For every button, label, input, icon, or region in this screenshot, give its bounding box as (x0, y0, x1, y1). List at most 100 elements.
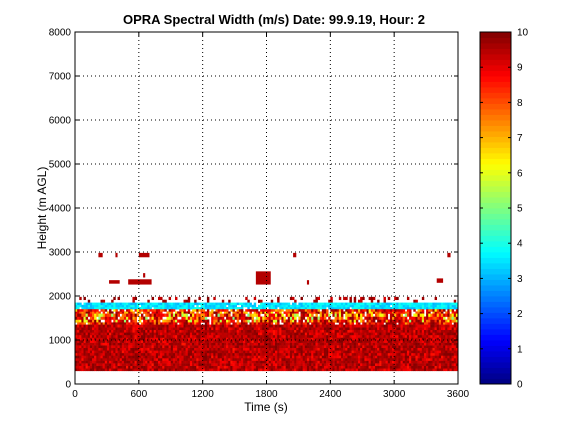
heatmap-cell (434, 322, 438, 325)
heatmap-cell (379, 355, 382, 359)
heatmap-cell (430, 363, 433, 366)
heatmap-cell (240, 313, 244, 317)
heatmap-cell (379, 332, 382, 336)
heatmap-cell (136, 340, 140, 343)
heatmap-cell (111, 347, 114, 351)
heatmap-cell (138, 307, 142, 310)
heatmap-cell (360, 365, 363, 369)
heatmap-cell (411, 319, 414, 323)
heatmap-cell (360, 304, 363, 308)
heatmap-cell (436, 347, 440, 351)
heatmap-cell (453, 340, 457, 343)
heatmap-cell (98, 304, 101, 308)
heatmap-cell (315, 334, 318, 338)
heatmap-cell (306, 365, 310, 369)
heatmap-cell (417, 307, 420, 310)
heatmap-cell (287, 345, 291, 348)
heatmap-patch (115, 252, 118, 258)
heatmap-cell (219, 365, 223, 369)
heatmap-cell (100, 350, 103, 354)
heatmap-cell (143, 363, 146, 366)
heatmap-cell (355, 352, 359, 356)
heatmap-cell (89, 368, 93, 372)
heatmap-cell (349, 340, 352, 343)
heatmap-cell (123, 340, 127, 343)
heatmap-cell (128, 332, 131, 336)
heatmap-cell (398, 327, 401, 331)
heatmap-cell (130, 352, 133, 356)
heatmap-cell (228, 332, 231, 336)
heatmap-cell (147, 363, 150, 366)
heatmap-cell (192, 352, 195, 356)
heatmap-cell (279, 309, 282, 312)
heatmap-cell (415, 322, 418, 325)
heatmap-cell (77, 357, 80, 361)
heatmap-cell (313, 329, 316, 333)
heatmap-cell (75, 311, 78, 314)
heatmap-cell (92, 329, 95, 333)
heatmap-cell (392, 307, 395, 310)
heatmap-cell (79, 296, 82, 301)
heatmap-cell (172, 316, 176, 320)
heatmap-cell (177, 307, 180, 310)
heatmap-cell (160, 355, 163, 359)
heatmap-cell (145, 337, 148, 341)
heatmap-cell (134, 329, 138, 333)
heatmap-cell (75, 365, 78, 369)
heatmap-patch (143, 273, 146, 278)
heatmap-cell (370, 365, 374, 369)
heatmap-cell (255, 322, 259, 325)
heatmap-cell (143, 345, 146, 348)
heatmap-cell (117, 360, 120, 364)
heatmap-cell (134, 365, 138, 369)
heatmap-cell (355, 340, 359, 343)
heatmap-cell (253, 345, 257, 348)
heatmap-cell (204, 342, 208, 346)
heatmap-cell (300, 345, 303, 348)
heatmap-cell (430, 332, 433, 336)
heatmap-cell (392, 360, 395, 364)
heatmap-cell (102, 342, 106, 346)
heatmap-cell (436, 340, 440, 343)
heatmap-cell (277, 347, 280, 351)
heatmap-cell (187, 302, 191, 306)
heatmap-cell (113, 319, 116, 323)
heatmap-cell (149, 345, 152, 348)
heatmap-cell (304, 322, 308, 325)
heatmap-cell (177, 360, 180, 364)
heatmap-cell (283, 350, 286, 354)
heatmap-cell (260, 319, 263, 323)
heatmap-cell (196, 313, 199, 317)
heatmap-cell (300, 363, 303, 366)
heatmap-cell (194, 332, 197, 336)
heatmap-cell (228, 345, 231, 348)
heatmap-cell (351, 309, 355, 312)
heatmap-cell (111, 357, 114, 361)
heatmap-cell (251, 322, 255, 325)
heatmap-cell (113, 307, 116, 310)
heatmap-cell (168, 316, 172, 320)
heatmap-cell (268, 360, 272, 364)
heatmap-cell (294, 302, 297, 306)
heatmap-cell (375, 355, 378, 359)
heatmap-cell (104, 350, 108, 354)
heatmap-cell (87, 313, 91, 317)
heatmap-cell (106, 311, 110, 314)
heatmap-cell (287, 350, 291, 354)
heatmap-cell (266, 311, 269, 314)
heatmap-cell (304, 342, 308, 346)
heatmap-cell (438, 355, 442, 359)
heatmap-cell (166, 319, 169, 323)
heatmap-cell (204, 340, 208, 343)
heatmap-cell (104, 365, 108, 369)
heatmap-cell (83, 337, 86, 341)
heatmap-cell (300, 302, 303, 306)
colorbar-segment (480, 301, 511, 308)
heatmap-cell (166, 340, 169, 343)
heatmap-cell (81, 324, 84, 328)
heatmap-cell (353, 340, 357, 343)
heatmap-cell (200, 329, 203, 333)
heatmap-cell (417, 329, 420, 333)
heatmap-cell (104, 316, 108, 320)
